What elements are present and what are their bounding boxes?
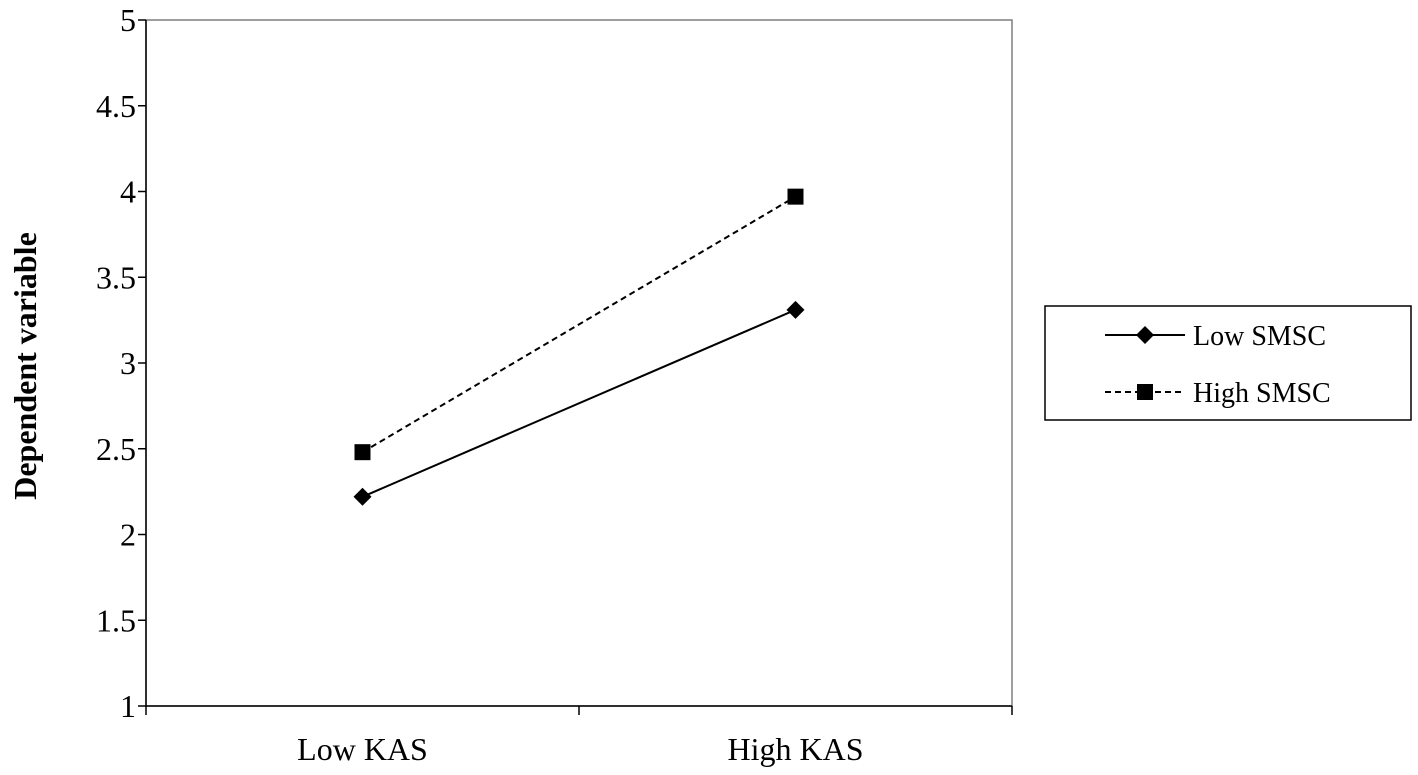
legend-items: Low SMSC High SMSC [1105,321,1331,409]
data-point-marker [354,444,371,461]
series-1 [354,188,804,461]
series-line [361,195,797,454]
data-point-marker [786,300,805,319]
x-axis: Low KAS High KAS [145,706,1013,767]
legend-label: High SMSC [1193,378,1331,409]
plot-area [145,19,1013,707]
series-0 [353,300,805,506]
y-tick-label: 2.5 [96,431,136,467]
y-tick-label: 1 [120,688,136,724]
y-tick-label: 3 [120,345,136,381]
legend-box [1044,305,1412,421]
data-point-marker [353,487,372,506]
y-tick-label: 4 [120,174,136,210]
legend-marker [1136,326,1154,344]
y-tick-label: 3.5 [96,259,136,295]
y-tick-label: 4.5 [96,88,136,124]
legend-marker [1137,384,1153,400]
y-axis: 1 1.5 2 2.5 3 3.5 4 4.5 5 [96,2,146,724]
series-line [362,308,796,498]
series-layer [353,188,805,506]
y-tick-label: 5 [120,2,136,38]
legend-label: Low SMSC [1193,321,1326,352]
data-point-marker [787,188,804,205]
x-tick-label: Low KAS [297,731,428,767]
legend: Low SMSC High SMSC [1044,305,1412,421]
y-axis-title: Dependent variable [7,232,43,500]
y-tick-label: 2 [120,517,136,553]
y-tick-label: 1.5 [96,602,136,638]
x-tick-label: High KAS [727,731,863,767]
